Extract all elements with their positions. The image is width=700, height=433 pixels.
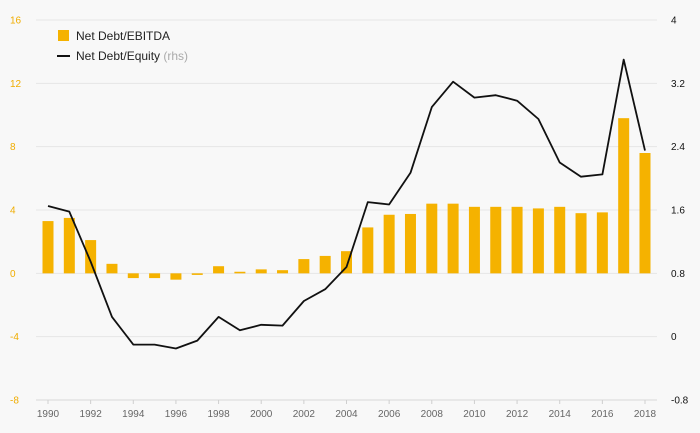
bar-2004 [341,251,352,274]
bar-1992 [85,240,97,274]
x-tick-label: 2008 [421,409,444,420]
y-right-tick-label: 2.4 [671,142,685,153]
y-left-tick-label: 12 [10,79,22,90]
bar-2013 [532,208,544,274]
x-tick-label: 1994 [122,409,145,420]
bar-1998 [213,266,225,274]
x-tick-label: 1992 [80,409,103,420]
bar-2008 [426,203,438,274]
bar-1991 [63,217,75,274]
bar-1990 [42,221,54,274]
bars [42,118,651,280]
bar-2014 [554,206,566,274]
bar-2018 [639,153,651,274]
x-tick-label: 2014 [549,409,572,420]
bar-2017 [618,118,630,274]
y-right-tick-label: 0.8 [671,269,685,280]
legend: Net Debt/EBITDA Net Debt/Equity (rhs) [57,29,188,63]
x-tick-label: 2000 [250,409,273,420]
bar-2005 [362,227,374,274]
legend-label-net-debt-ebitda: Net Debt/EBITDA [76,29,170,43]
legend-label-net-debt-equity: Net Debt/Equity (rhs) [76,49,188,63]
x-tick-label: 1990 [37,409,60,420]
bar-2016 [596,212,608,274]
bar-2002 [298,259,310,274]
y-right-tick-label: 4 [671,16,677,27]
bar-1997 [191,273,203,275]
bar-2012 [511,206,523,274]
y-left-tick-label: -4 [10,332,19,343]
x-tick-label: 2004 [335,409,358,420]
bar-1999 [234,271,246,274]
x-tick-label: 1998 [207,409,230,420]
bar-2009 [447,203,459,274]
y-right-tick-label: 1.6 [671,206,685,217]
bar-1993 [106,263,118,274]
bar-2006 [383,214,395,274]
bar-2001 [277,270,289,274]
legend-label-net-debt-equity-name: Net Debt/Equity [76,49,160,63]
bar-2003 [319,255,331,274]
bar-2011 [490,206,502,274]
x-tick-label: 2006 [378,409,401,420]
y-left-tick-label: 16 [10,16,22,27]
bar-2000 [255,269,267,274]
bar-2010 [468,206,480,274]
y-right-ticks: 4 3.2 2.4 1.6 0.8 0 -0.8 [671,16,689,407]
y-left-tick-label: 8 [10,142,16,153]
x-tick-label: 2012 [506,409,529,420]
y-left-tick-label: 0 [10,269,16,280]
bar-1995 [149,273,161,279]
y-right-tick-label: 3.2 [671,79,685,90]
y-right-tick-label: 0 [671,332,677,343]
y-left-ticks: 16 12 8 4 0 -4 -8 [10,16,22,407]
y-left-tick-label: -8 [10,396,19,407]
bar-1996 [170,273,182,280]
bar-2007 [404,213,416,274]
series-line-net-debt-equity [47,58,646,350]
bar-2015 [575,213,587,274]
x-tick-label: 2016 [591,409,614,420]
x-ticks: 1990 1992 1994 1996 1998 2000 2002 2004 2006 2008… [37,400,657,420]
legend-swatch-net-debt-ebitda [58,30,69,41]
y-right-tick-label: -0.8 [671,396,689,407]
legend-label-rhs-suffix: (rhs) [163,49,188,63]
gridlines [36,19,657,338]
bar-1994 [127,273,139,279]
x-tick-label: 2010 [463,409,486,420]
x-tick-label: 1996 [165,409,188,420]
x-tick-label: 2002 [293,409,316,420]
x-tick-label: 2018 [634,409,657,420]
y-left-tick-label: 4 [10,206,16,217]
